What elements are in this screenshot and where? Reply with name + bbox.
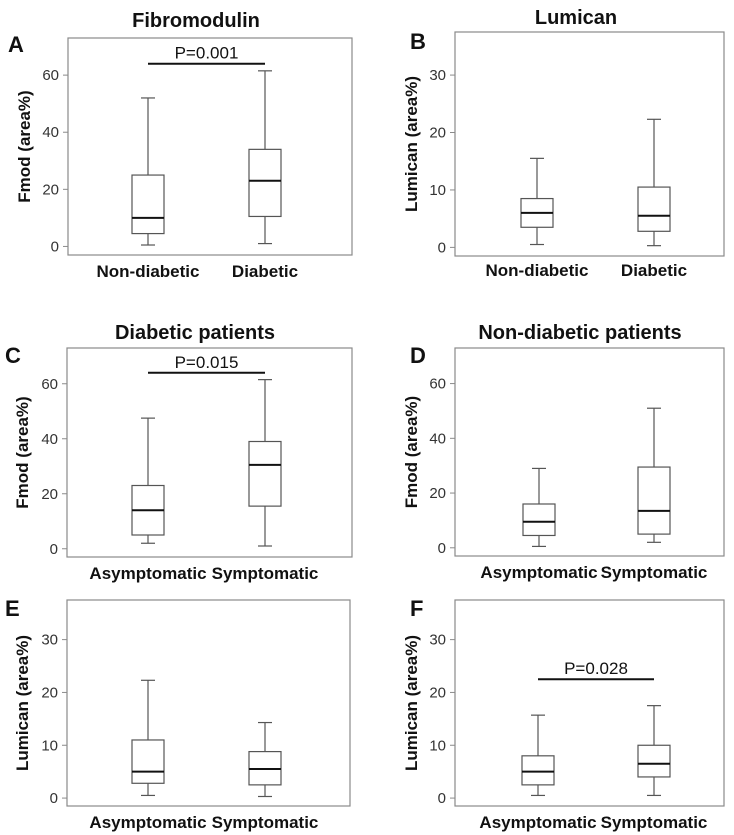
panel-b-y-axis-label: Lumican (area%) xyxy=(402,76,421,212)
panel-b-category-label-2: Diabetic xyxy=(621,261,687,280)
panel-e-ytick-label-30: 30 xyxy=(41,632,58,649)
panel-d-ytick-label-20: 20 xyxy=(429,485,446,502)
panel-c-ytick-label-0: 0 xyxy=(50,541,58,558)
panel-c-ytick-label-20: 20 xyxy=(41,486,58,503)
panel-c-ytick-label-60: 60 xyxy=(41,376,58,393)
panel-a-category-label-1: Non-diabetic xyxy=(97,262,200,281)
panel-d-box-2-iqr xyxy=(637,466,671,535)
panel-f-frame xyxy=(454,599,725,807)
panel-f-ytick-label-0: 0 xyxy=(438,790,446,807)
panel-c-title: Diabetic patients xyxy=(115,322,275,344)
panel-a-letter: A xyxy=(8,32,24,57)
panel-e-ytick-label-10: 10 xyxy=(41,737,58,754)
panel-c-category-label-2: Symptomatic xyxy=(212,564,319,583)
panel-b-title: Lumican xyxy=(535,7,617,29)
panel-e-ytick-label-0: 0 xyxy=(50,790,58,807)
panel-f-box-1-iqr xyxy=(521,755,555,786)
panel-d-ytick-label-60: 60 xyxy=(429,376,446,393)
panel-e-frame xyxy=(66,599,351,807)
panel-e-ytick-label-20: 20 xyxy=(41,684,58,701)
panel-b-frame xyxy=(454,31,725,257)
panel-f-category-label-1: Asymptomatic xyxy=(479,813,596,832)
panel-f-category-label-2: Symptomatic xyxy=(601,813,708,832)
panel-f-y-axis-label: Lumican (area%) xyxy=(402,635,421,771)
panel-a-title: Fibromodulin xyxy=(132,10,260,32)
panel-b-ytick-label-10: 10 xyxy=(429,182,446,199)
panel-d-ytick-label-0: 0 xyxy=(438,540,446,557)
panel-c-ytick-label-40: 40 xyxy=(41,431,58,448)
panel-d-category-label-2: Symptomatic xyxy=(601,563,708,582)
panel-a-ytick-label-20: 20 xyxy=(42,181,59,198)
panel-c-p-value: P=0.015 xyxy=(175,353,239,372)
panel-a-ytick-label-0: 0 xyxy=(51,238,59,255)
panel-b-ytick-label-20: 20 xyxy=(429,125,446,142)
panel-c-frame xyxy=(66,347,353,558)
panel-e-y-axis-label: Lumican (area%) xyxy=(13,635,32,771)
panel-a-box-1-iqr xyxy=(131,174,165,235)
panel-d-frame xyxy=(454,347,725,557)
panel-d-title: Non-diabetic patients xyxy=(478,322,681,344)
panel-c-box-2-iqr xyxy=(248,440,282,507)
panel-d-y-axis-label: Fmod (area%) xyxy=(402,396,421,508)
panel-a-y-axis-label: Fmod (area%) xyxy=(15,90,34,202)
panel-f-box-2-iqr xyxy=(637,744,671,778)
panel-f-ytick-label-10: 10 xyxy=(429,737,446,754)
panel-c-category-label-1: Asymptomatic xyxy=(89,564,206,583)
panel-d-ytick-label-40: 40 xyxy=(429,430,446,447)
panel-a-frame xyxy=(67,37,353,256)
panel-d-category-label-1: Asymptomatic xyxy=(480,563,597,582)
panel-f-letter: F xyxy=(410,596,423,621)
panel-d-box-1-iqr xyxy=(522,503,556,537)
panel-e-category-label-1: Asymptomatic xyxy=(89,813,206,832)
panel-a-category-label-2: Diabetic xyxy=(232,262,298,281)
panel-a-ytick-label-40: 40 xyxy=(42,124,59,141)
panel-f-ytick-label-30: 30 xyxy=(429,632,446,649)
panel-e-box-1-iqr xyxy=(131,739,165,784)
panel-b-category-label-1: Non-diabetic xyxy=(486,261,589,280)
panel-b-letter: B xyxy=(410,29,426,54)
panel-b-ytick-label-30: 30 xyxy=(429,67,446,84)
panel-c-letter: C xyxy=(5,343,21,368)
panel-b-box-2-iqr xyxy=(637,186,671,232)
panel-d-letter: D xyxy=(410,343,426,368)
panel-a-ytick-label-60: 60 xyxy=(42,67,59,84)
panel-a-p-value: P=0.001 xyxy=(175,44,239,63)
panel-b-ytick-label-0: 0 xyxy=(438,239,446,256)
panel-c-y-axis-label: Fmod (area%) xyxy=(13,396,32,508)
panel-e-category-label-2: Symptomatic xyxy=(212,813,319,832)
panel-f-p-value: P=0.028 xyxy=(564,659,628,678)
panel-a-box-2-iqr xyxy=(248,148,282,218)
panel-e-letter: E xyxy=(5,596,20,621)
panel-f-ytick-label-20: 20 xyxy=(429,684,446,701)
